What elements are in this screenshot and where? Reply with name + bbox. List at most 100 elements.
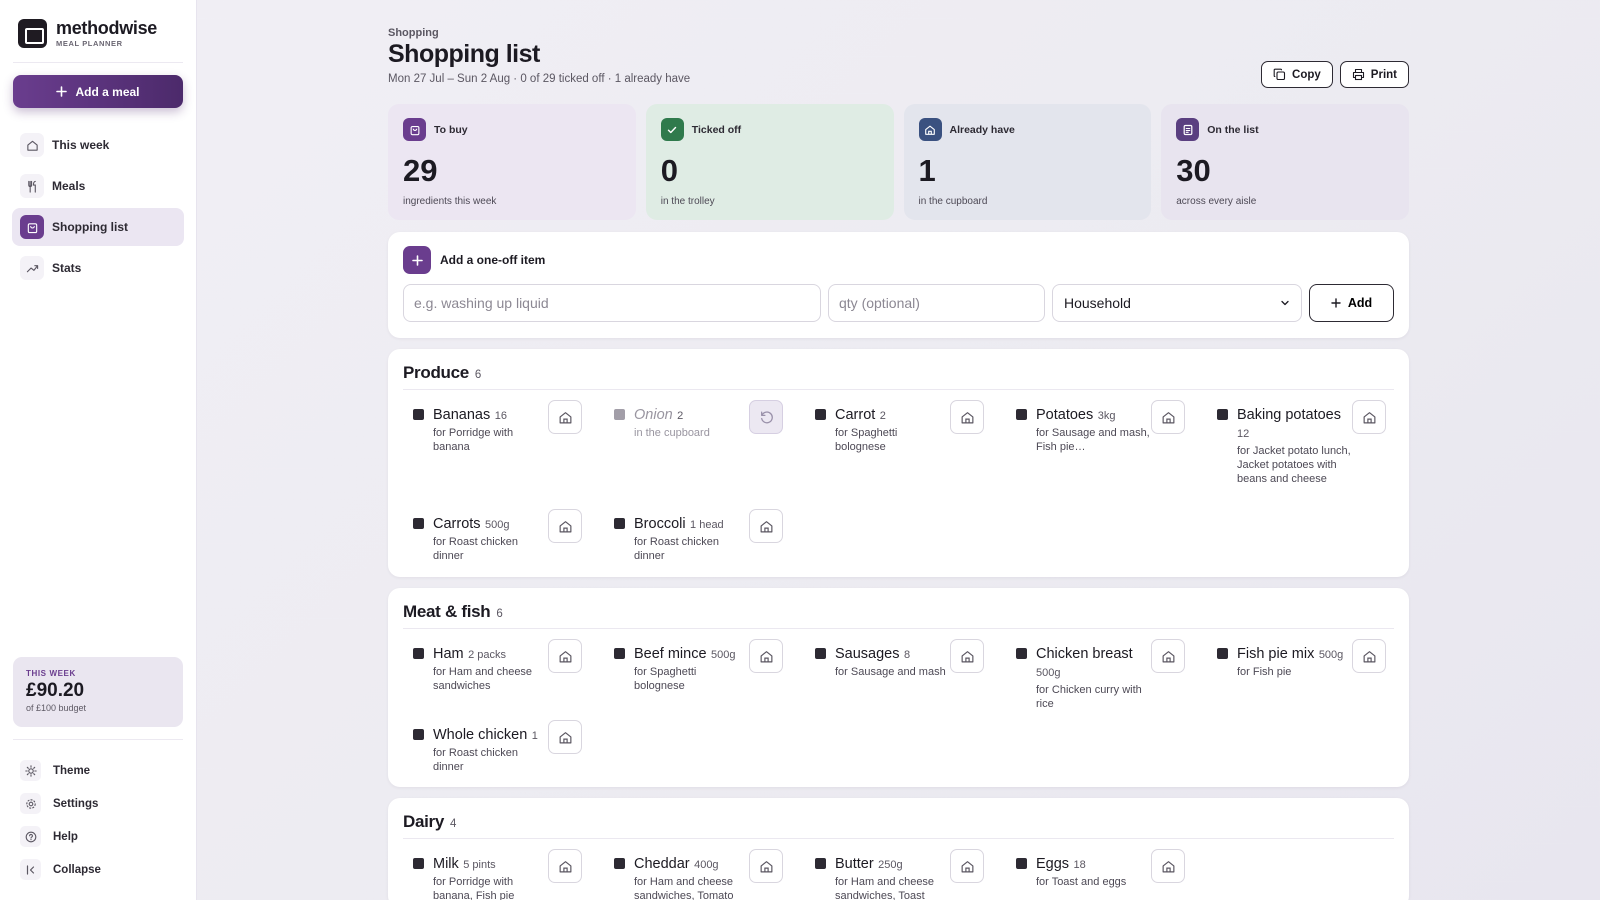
mark-have-button[interactable] bbox=[1151, 849, 1185, 883]
stat-card-already-have: Already have 1 in the cupboard bbox=[903, 104, 1152, 220]
item-checkbox[interactable] bbox=[815, 409, 826, 420]
plus-icon bbox=[403, 246, 431, 274]
page-title: Shopping list bbox=[388, 40, 540, 68]
sidebar-item-shopping-list[interactable]: Shopping list bbox=[12, 208, 184, 246]
mark-have-button[interactable] bbox=[1151, 639, 1185, 673]
mark-have-button[interactable] bbox=[548, 639, 582, 673]
item-qty-input[interactable] bbox=[828, 284, 1045, 322]
mark-have-button[interactable] bbox=[749, 639, 783, 673]
add-item-button[interactable]: Add bbox=[1309, 284, 1394, 322]
item-text: Potatoes 3kg for Sausage and mash, Fish p… bbox=[1036, 406, 1151, 454]
item-checkbox[interactable] bbox=[1016, 858, 1027, 869]
home-icon bbox=[558, 730, 573, 745]
item-for: for Ham and cheese sandwiches bbox=[433, 666, 533, 692]
brand[interactable]: methodwise MEAL PLANNER bbox=[18, 19, 157, 48]
item-checkbox[interactable] bbox=[815, 648, 826, 659]
section-title: Dairy 4 bbox=[403, 812, 456, 832]
item-qty: 12 bbox=[1237, 428, 1250, 440]
sidebar-item-this-week[interactable]: This week bbox=[12, 126, 184, 164]
divider bbox=[403, 628, 1394, 629]
stats-row: To buy 29 ingredients this week Ticked o… bbox=[388, 104, 1409, 220]
mark-have-button[interactable] bbox=[548, 509, 582, 543]
item-for: for Chicken curry with rice bbox=[1036, 684, 1142, 710]
item-checkbox[interactable] bbox=[1016, 409, 1027, 420]
item-checkbox[interactable] bbox=[413, 729, 424, 740]
print-label: Print bbox=[1370, 68, 1397, 81]
item-checkbox[interactable] bbox=[413, 648, 424, 659]
item-text: Fish pie mix 500g for Fish pie bbox=[1237, 645, 1352, 679]
sidebar-item-stats[interactable]: Stats bbox=[12, 249, 184, 287]
section-dairy: Dairy 4 Milk 5 pints for Porridge with ban… bbox=[388, 798, 1409, 900]
sidebar: methodwise MEAL PLANNER Add a meal This … bbox=[0, 0, 197, 900]
item-checkbox[interactable] bbox=[614, 648, 625, 659]
section-name: Produce bbox=[403, 363, 469, 382]
item-for: for Roast chicken dinner bbox=[634, 536, 719, 562]
item-checkbox[interactable] bbox=[413, 409, 424, 420]
home-icon bbox=[960, 410, 975, 425]
print-button[interactable]: Print bbox=[1339, 61, 1409, 88]
item-checkbox[interactable] bbox=[614, 858, 625, 869]
sidebar-item-settings[interactable]: Settings bbox=[20, 787, 101, 820]
item-checkbox[interactable] bbox=[1217, 648, 1228, 659]
sidebar-item-meals[interactable]: Meals bbox=[12, 167, 184, 205]
breadcrumb[interactable]: Shopping bbox=[388, 27, 439, 39]
item-text: Baking potatoes 12 for Jacket potato lunc… bbox=[1237, 406, 1352, 486]
stat-label: Already have bbox=[949, 123, 1015, 136]
item-checkbox[interactable] bbox=[1016, 648, 1027, 659]
section-count: 6 bbox=[496, 608, 503, 620]
item-name: Ham bbox=[433, 646, 464, 662]
home-icon bbox=[759, 519, 774, 534]
home-icon bbox=[558, 519, 573, 534]
home-icon bbox=[1161, 649, 1176, 664]
sidebar-item-help[interactable]: Help bbox=[20, 820, 101, 853]
item-checkbox[interactable] bbox=[815, 858, 826, 869]
item-name: Carrots bbox=[433, 516, 481, 532]
category-select[interactable]: Household bbox=[1052, 284, 1302, 322]
plus-icon bbox=[1331, 298, 1341, 308]
stat-label: Ticked off bbox=[691, 123, 742, 136]
undo-have-button[interactable] bbox=[749, 400, 783, 434]
item-text: Whole chicken 1 for Roast chicken dinner bbox=[433, 726, 548, 774]
mark-have-button[interactable] bbox=[950, 849, 984, 883]
item-checkbox[interactable] bbox=[1217, 409, 1228, 420]
home-icon bbox=[1161, 410, 1176, 425]
utensils-icon bbox=[20, 174, 44, 198]
mark-have-button[interactable] bbox=[950, 639, 984, 673]
item-name: Sausages bbox=[835, 646, 900, 662]
mark-have-button[interactable] bbox=[1151, 400, 1185, 434]
add-item-button-label: Add bbox=[1347, 296, 1373, 310]
item-checkbox[interactable] bbox=[614, 518, 625, 529]
sidebar-item-label: Theme bbox=[53, 764, 91, 777]
mark-have-button[interactable] bbox=[749, 509, 783, 543]
brand-name: methodwise bbox=[56, 18, 158, 38]
item-name-input[interactable] bbox=[403, 284, 821, 322]
trend-icon bbox=[20, 256, 44, 280]
section-count: 4 bbox=[450, 818, 457, 830]
mark-have-button[interactable] bbox=[1352, 400, 1386, 434]
item-for: for Roast chicken dinner bbox=[433, 747, 518, 773]
stat-sub: ingredients this week bbox=[403, 196, 497, 207]
stat-sub: across every aisle bbox=[1176, 196, 1257, 207]
section-count: 6 bbox=[474, 369, 482, 381]
mark-have-button[interactable] bbox=[950, 400, 984, 434]
item-checkbox[interactable] bbox=[413, 518, 424, 529]
brand-logo-icon bbox=[18, 19, 47, 48]
stat-label: To buy bbox=[434, 123, 468, 136]
mark-have-button[interactable] bbox=[548, 400, 582, 434]
mark-have-button[interactable] bbox=[548, 720, 582, 754]
item-qty: 1 bbox=[531, 730, 538, 742]
sidebar-item-theme[interactable]: Theme bbox=[20, 754, 101, 787]
copy-button[interactable]: Copy bbox=[1261, 61, 1333, 88]
sidebar-item-collapse[interactable]: Collapse bbox=[20, 853, 101, 886]
item-checkbox[interactable] bbox=[413, 858, 424, 869]
undo-icon bbox=[759, 410, 774, 425]
stat-value: 1 bbox=[918, 153, 936, 188]
mark-have-button[interactable] bbox=[1352, 639, 1386, 673]
home-icon bbox=[960, 859, 975, 874]
item-checkbox[interactable] bbox=[614, 409, 625, 420]
add-meal-button[interactable]: Add a meal bbox=[13, 75, 183, 108]
mark-have-button[interactable] bbox=[548, 849, 582, 883]
mark-have-button[interactable] bbox=[749, 849, 783, 883]
item-text: Carrot 2 for Spaghetti bolognese bbox=[835, 406, 950, 454]
home-icon bbox=[1362, 649, 1377, 664]
